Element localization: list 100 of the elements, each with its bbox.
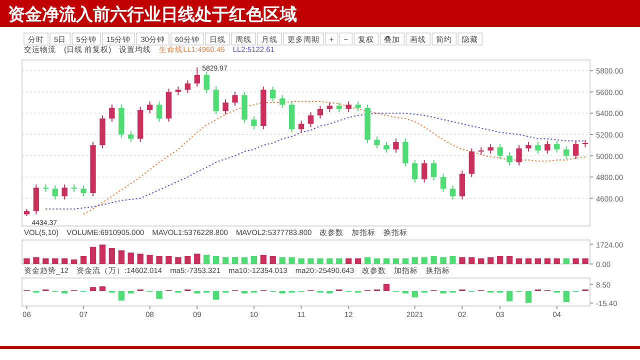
candlestick — [393, 138, 399, 154]
bar — [175, 257, 182, 264]
bar — [392, 258, 400, 264]
bar — [544, 258, 550, 264]
bar — [440, 257, 446, 264]
candlestick — [346, 101, 352, 113]
bar — [222, 257, 229, 264]
bar — [52, 258, 58, 264]
bar — [383, 284, 390, 292]
candlestick — [384, 141, 390, 154]
bar — [374, 258, 380, 264]
candlestick — [109, 104, 115, 122]
bar — [33, 257, 40, 264]
candlestick — [62, 184, 68, 200]
candlestick — [146, 101, 153, 114]
bar — [24, 258, 30, 264]
bar — [128, 252, 134, 264]
bar — [563, 258, 570, 264]
bar — [184, 256, 191, 264]
bar — [525, 291, 532, 303]
bar — [99, 286, 106, 292]
bar — [118, 250, 124, 264]
bar — [212, 291, 220, 300]
bar — [525, 258, 532, 264]
candlestick — [497, 144, 503, 160]
bar — [354, 258, 362, 264]
candlestick — [33, 184, 40, 215]
candlestick — [459, 170, 466, 200]
candlestick — [430, 160, 437, 181]
bar — [336, 258, 342, 264]
candlestick — [222, 98, 228, 115]
bar — [80, 256, 87, 264]
bar — [70, 259, 78, 264]
candlestick — [554, 140, 560, 154]
bar — [288, 257, 295, 264]
bar — [572, 258, 579, 264]
bar — [402, 258, 408, 264]
bar — [99, 244, 106, 264]
bar — [166, 256, 172, 264]
bar — [212, 256, 220, 264]
candlestick — [52, 185, 58, 200]
bar — [430, 256, 437, 264]
candlestick — [194, 66, 200, 88]
bar — [317, 258, 324, 264]
bar — [459, 257, 466, 264]
bar — [42, 258, 49, 264]
bar — [118, 291, 124, 300]
candlestick — [421, 160, 428, 183]
bar — [506, 256, 513, 264]
bar — [308, 258, 314, 264]
candlestick — [326, 102, 333, 113]
bar — [204, 254, 210, 264]
bar — [241, 257, 248, 264]
candlestick — [128, 130, 134, 142]
candlestick — [251, 116, 257, 130]
bar — [478, 258, 484, 264]
candlestick — [412, 160, 418, 183]
candlestick — [572, 140, 579, 160]
candlestick — [535, 141, 541, 154]
bar — [146, 254, 153, 264]
bar — [364, 257, 371, 264]
bar — [232, 257, 238, 264]
bar — [346, 258, 352, 264]
candlestick — [213, 86, 219, 115]
candlestick — [526, 141, 532, 152]
bar — [506, 291, 513, 302]
bar — [450, 256, 456, 264]
bar — [582, 258, 588, 264]
bar — [194, 254, 200, 264]
candlestick — [298, 120, 304, 133]
candlestick — [450, 185, 456, 200]
candlestick — [336, 102, 342, 113]
candlestick — [270, 86, 276, 102]
bar — [279, 257, 286, 264]
bar — [90, 287, 96, 292]
bar — [90, 246, 96, 264]
candlestick — [468, 148, 475, 178]
candlestick — [506, 152, 512, 166]
bar — [326, 258, 333, 264]
candlestick — [184, 80, 191, 94]
bar — [468, 257, 475, 264]
text: 资金净流入前六行业日线处于红色区域 — [8, 5, 297, 24]
bar — [563, 291, 570, 302]
bar — [156, 256, 162, 264]
candlestick — [279, 94, 286, 108]
candlestick — [402, 138, 408, 167]
bar — [298, 258, 304, 264]
bar — [156, 291, 162, 299]
candlestick — [80, 185, 86, 197]
bar — [516, 258, 522, 264]
bar — [383, 258, 390, 264]
bar — [260, 254, 266, 264]
candlestick — [317, 105, 324, 120]
candlestick — [440, 173, 446, 192]
candlestick — [488, 144, 494, 154]
candlestick — [544, 140, 550, 154]
candlestick — [516, 144, 522, 166]
bar — [496, 256, 504, 264]
bar — [421, 257, 428, 264]
candlestick — [374, 136, 380, 149]
